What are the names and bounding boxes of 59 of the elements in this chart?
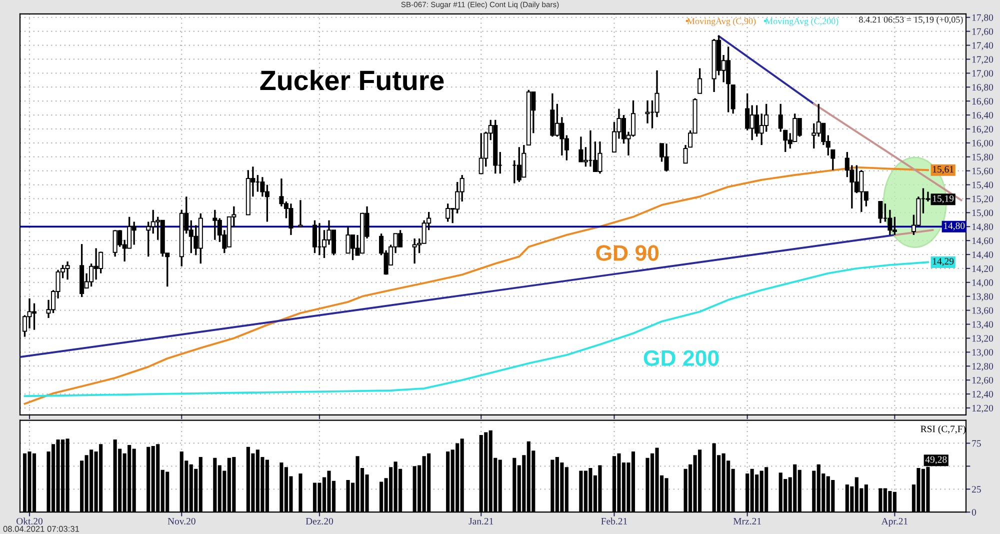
x-tick-label: Jan.21 [468, 518, 494, 525]
legend-label: MovingAvg (C,90) [687, 18, 756, 26]
y-tick-label: 0 [972, 509, 976, 516]
y-tick-label: 14,80 [972, 224, 994, 232]
candlestick [298, 199, 303, 228]
x-tick-label: Nov.20 [168, 518, 196, 525]
y-tick-label: 17,20 [972, 56, 994, 64]
y-tick-label: 25 [972, 486, 981, 493]
candlestick [878, 200, 883, 224]
candlestick [698, 67, 702, 94]
y-tick-label: 14,60 [972, 237, 994, 246]
annotation: Zucker Future [260, 70, 444, 90]
y-tick-label: 13,60 [972, 307, 994, 316]
data-label: 49,28 [925, 456, 947, 464]
y-tick-label: 17,00 [972, 70, 994, 78]
line-series [24, 166, 929, 405]
x-tick-label: Dez.20 [306, 518, 334, 525]
y-tick-label: 15,80 [972, 154, 994, 162]
y-tick-label: 13,80 [972, 293, 994, 302]
y-tick-label: 15,00 [972, 210, 994, 218]
y-tick-label: 14,40 [972, 251, 994, 260]
candlestick [645, 100, 650, 124]
y-tick-label: 16,80 [972, 84, 994, 92]
y-tick-label: 14,00 [972, 279, 994, 288]
x-tick-label: Apr.21 [881, 518, 908, 526]
y-tick-label: 12,20 [972, 404, 994, 413]
data-label: 15,61 [932, 166, 954, 174]
y-tick-label: 16,60 [972, 98, 994, 106]
legend-label: MovingAvg (C,200) [765, 18, 838, 26]
y-tick-label: 15,40 [972, 182, 994, 190]
candlestick [730, 84, 736, 114]
y-tick-label: 17,80 [972, 14, 994, 22]
y-tick-label: 12,60 [972, 376, 994, 385]
y-tick-label: 14,20 [972, 265, 994, 274]
y-tick-label: 13,00 [972, 349, 994, 358]
y-tick-label: 12,80 [972, 363, 994, 371]
y-tick-label: 15,60 [972, 168, 994, 176]
annotation: GD 90 [596, 245, 659, 261]
x-tick-label: Mrz.21 [733, 518, 761, 525]
text: 15,19 [932, 195, 954, 204]
y-tick-label: 17,40 [972, 42, 994, 50]
y-tick-label: 15,20 [972, 196, 994, 204]
y-tick-label: 16,20 [972, 126, 994, 134]
chart-title: RSI (C,7,F) [920, 425, 966, 434]
x-tick-label: Feb.21 [601, 518, 628, 525]
annotation: GD 200 [644, 350, 719, 366]
y-tick-label: 16,40 [972, 112, 994, 120]
y-tick-label: 16,00 [972, 140, 994, 148]
chart-subtitle: 8.4.21 06:53 = 15,19 (+0,05) [859, 16, 963, 24]
text: 08.04.2021 07:03:31 [3, 526, 80, 532]
ref-line-label: 14,80 [944, 222, 965, 230]
y-tick-label: 12,40 [972, 390, 994, 399]
x-tick-label: Okt.20 [16, 518, 43, 525]
line-series [24, 261, 929, 398]
data-label: 14,29 [932, 258, 954, 266]
y-tick-label: 13,20 [972, 335, 994, 344]
y-tick-label: 17,60 [972, 28, 994, 36]
y-tick-label: 75 [972, 440, 981, 447]
y-tick-label: 13,40 [972, 321, 994, 330]
